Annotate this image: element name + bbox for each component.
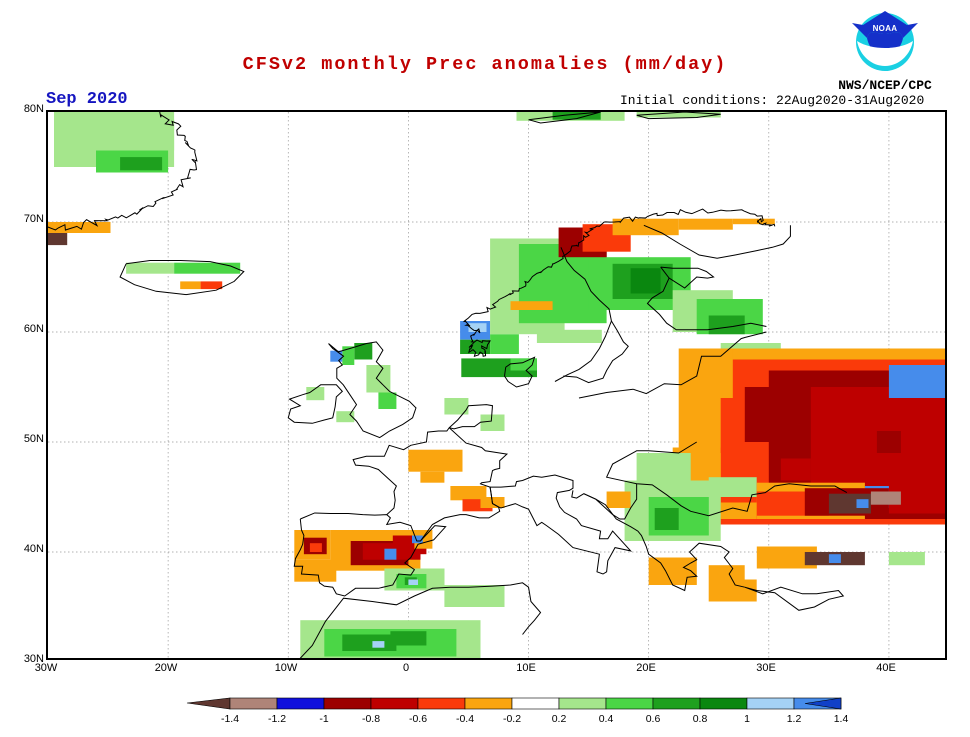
- svg-text:0.8: 0.8: [693, 713, 708, 725]
- svg-text:0.2: 0.2: [552, 713, 567, 725]
- svg-text:-0.6: -0.6: [409, 713, 427, 725]
- svg-text:0.6: 0.6: [646, 713, 661, 725]
- svg-text:-1.2: -1.2: [268, 713, 286, 725]
- svg-text:-0.8: -0.8: [362, 713, 380, 725]
- svg-text:-1: -1: [319, 713, 328, 725]
- svg-text:0.4: 0.4: [599, 713, 614, 725]
- svg-text:1: 1: [744, 713, 750, 725]
- svg-text:-1.4: -1.4: [221, 713, 239, 725]
- svg-text:-0.4: -0.4: [456, 713, 474, 725]
- svg-text:1.4: 1.4: [834, 713, 849, 725]
- svg-text:-0.2: -0.2: [503, 713, 521, 725]
- svg-text:1.2: 1.2: [787, 713, 802, 725]
